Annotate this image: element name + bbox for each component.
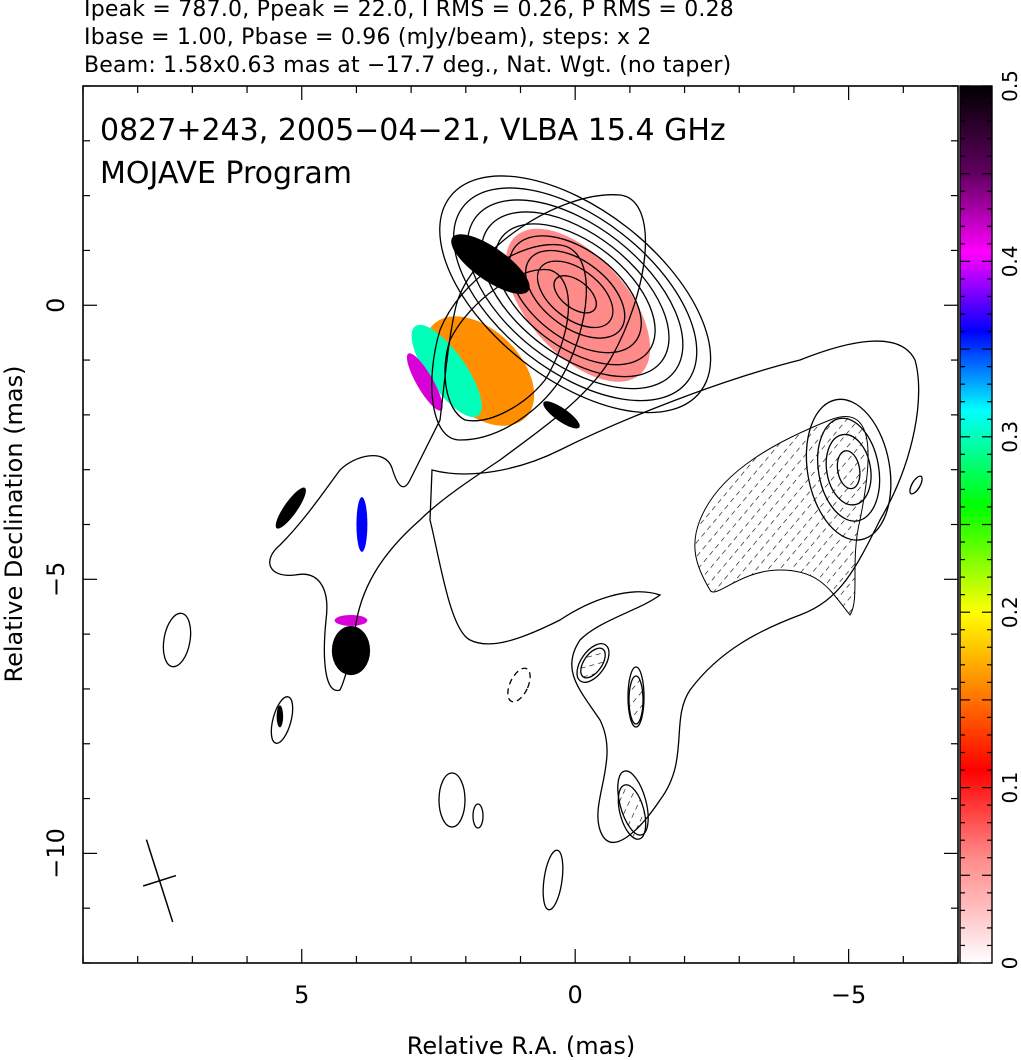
axis-tick-labels: 5 0 −5 0 −5 −10 xyxy=(42,298,866,1009)
knot-contour xyxy=(805,398,892,541)
y-tick-label: 0 xyxy=(42,298,70,313)
core-contour xyxy=(452,187,698,402)
hatched-region-south-2 xyxy=(628,675,644,725)
core-contour xyxy=(439,175,712,414)
pol-region xyxy=(334,614,368,626)
colorbar-tick-label: 0 xyxy=(998,957,1021,970)
intensity-contours xyxy=(162,194,923,911)
y-tick-label: −5 xyxy=(42,562,70,597)
core-contours xyxy=(439,175,712,414)
fractional-polarization-layer xyxy=(275,228,651,728)
island-contour xyxy=(542,849,564,911)
colorbar-tick-label: 0.5 xyxy=(998,70,1021,102)
island-contour xyxy=(270,696,294,744)
jet-knot-contours xyxy=(805,398,892,541)
inner-contour-jet-2 xyxy=(444,268,570,422)
colorbar-ticks xyxy=(960,85,992,964)
header-line-2: Ibase = 1.00, Pbase = 0.96 (mJy/beam), s… xyxy=(84,25,652,50)
pol-region xyxy=(276,705,284,728)
inner-contour-jet xyxy=(431,243,587,441)
colorbar-tick-label: 0.3 xyxy=(998,421,1021,453)
pol-region xyxy=(411,324,482,418)
plot-area xyxy=(142,175,923,923)
pol-region xyxy=(356,497,368,552)
core-contour xyxy=(480,211,670,378)
hatched-region-south xyxy=(617,784,647,840)
x-axis-label: Relative R.A. (mas) xyxy=(407,1032,635,1060)
plot-title: 0827+243, 2005−04−21, VLBA 15.4 GHz xyxy=(100,113,726,148)
hatched-region-east xyxy=(694,416,869,616)
axis-ticks xyxy=(82,85,959,964)
colorbar-tick-label: 0.4 xyxy=(998,245,1021,277)
colorbar-tick-label: 0.1 xyxy=(998,772,1021,804)
y-tick-label: −10 xyxy=(42,828,70,879)
pol-region xyxy=(275,487,306,529)
outer-contour-jet xyxy=(269,194,647,691)
x-tick-label: 5 xyxy=(294,981,309,1009)
island-contour xyxy=(472,803,484,829)
restoring-beam xyxy=(142,839,177,923)
island-contour xyxy=(576,643,610,683)
island-contour xyxy=(627,666,645,728)
knot-contour xyxy=(817,417,881,522)
core-contour xyxy=(508,235,642,354)
x-tick-label: −5 xyxy=(831,981,866,1009)
island-contour xyxy=(162,612,192,668)
core-contour xyxy=(536,260,614,329)
core-contour xyxy=(466,199,684,390)
header-line-1: Ipeak = 787.0, Ppeak = 22.0, I RMS = 0.2… xyxy=(84,0,734,22)
colorbar-tick-label: 0.2 xyxy=(998,596,1021,628)
y-axis-label: Relative Declination (mas) xyxy=(0,365,28,682)
island-contour xyxy=(909,475,923,495)
core-contour xyxy=(524,249,626,339)
x-tick-label: 0 xyxy=(568,981,583,1009)
knot-contour xyxy=(825,433,872,506)
header-line-3: Beam: 1.58x0.63 mas at −17.7 deg., Nat. … xyxy=(84,53,732,78)
pol-region xyxy=(406,353,443,411)
knot-contour xyxy=(836,450,861,490)
colorbar-tick-labels: 0 0.1 0.2 0.3 0.4 0.5 xyxy=(998,70,1021,969)
beam-minor-axis xyxy=(142,874,177,887)
negative-contour xyxy=(507,667,531,703)
outer-contour-east xyxy=(429,340,920,844)
island-contour xyxy=(438,772,466,828)
core-contour xyxy=(494,223,656,366)
plot-subtitle: MOJAVE Program xyxy=(100,156,352,191)
core-contour xyxy=(553,275,597,314)
pol-region xyxy=(543,401,580,429)
hatched-region-south-3 xyxy=(580,647,606,679)
